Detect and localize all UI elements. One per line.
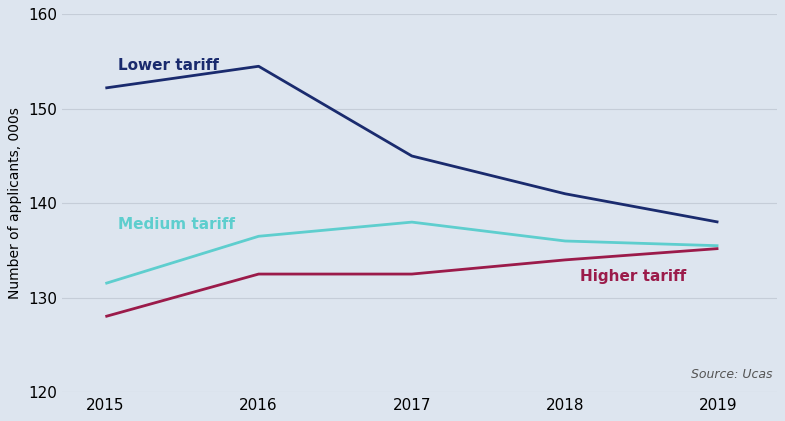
Y-axis label: Number of applicants, 000s: Number of applicants, 000s (9, 107, 22, 299)
Text: Source: Ucas: Source: Ucas (691, 368, 772, 381)
Text: Lower tariff: Lower tariff (118, 58, 218, 73)
Text: Medium tariff: Medium tariff (118, 217, 235, 232)
Text: Higher tariff: Higher tariff (580, 269, 687, 284)
